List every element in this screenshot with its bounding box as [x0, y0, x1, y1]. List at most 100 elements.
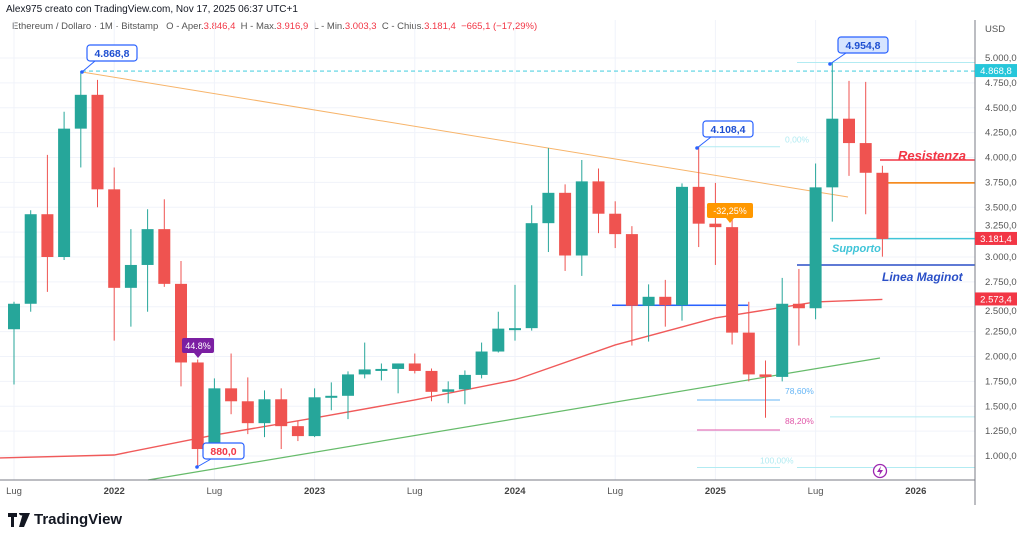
high-2025-callout: 4.954,8	[845, 40, 880, 52]
x-tick-label: 2026	[905, 486, 926, 497]
y-tick-label: 3.250,0	[985, 220, 1017, 231]
candle-body	[642, 296, 655, 306]
high-2025-callout-box	[837, 36, 889, 54]
x-tick-label: 2025	[705, 486, 727, 497]
close-label: C - Chius.	[381, 21, 425, 32]
candle-body	[826, 118, 839, 188]
drop-2022-label-box	[182, 338, 214, 353]
low-2022-callout-box	[202, 442, 245, 460]
candle-body	[425, 370, 438, 392]
high-2024-callout-anchor	[695, 146, 699, 150]
candle-body	[676, 186, 688, 306]
y-tick-label: 2.000,0	[985, 352, 1017, 363]
candle-body	[258, 399, 271, 424]
high-2025-callout-pointer	[829, 52, 847, 65]
candle-body	[442, 389, 455, 392]
candle-body	[91, 94, 104, 190]
candle-body	[559, 192, 572, 256]
y-tick-label: 5.000,0	[985, 53, 1017, 64]
candle-body	[625, 234, 638, 306]
open-value: 3.846,4	[203, 21, 236, 32]
low-2022-callout: 880,0	[210, 446, 236, 458]
x-tick-label: Lug	[206, 486, 222, 497]
low-2022-callout-pointer	[196, 458, 212, 468]
high-2025-callout-anchor	[828, 62, 832, 66]
change-value: −665,1 (−17,29%)	[461, 21, 538, 32]
high-2021-callout: 4.868,8	[94, 48, 129, 60]
x-tick-label: Lug	[407, 486, 423, 497]
logo-text: TradingView	[34, 511, 123, 528]
maginot-label: Linea Maginot	[882, 270, 964, 284]
drop-2025-label-pointer	[726, 218, 734, 223]
y-tick-label: 3.750,0	[985, 177, 1017, 188]
candle-body	[392, 363, 405, 369]
y-tick-label: 1.000,0	[985, 451, 1017, 462]
candle-body	[225, 388, 238, 402]
candle-body	[358, 369, 371, 375]
candle-body	[375, 368, 388, 371]
symbol-name[interactable]: Ethereum / Dollaro · 1M · Bitstamp	[12, 21, 159, 32]
y-tick-label: 4.250,0	[985, 128, 1017, 139]
low-value: 3.003,3	[344, 21, 377, 32]
low-label: L - Min.	[313, 21, 345, 32]
y-tick-label: 4.000,0	[985, 153, 1017, 164]
y-tick-label: 1.500,0	[985, 401, 1017, 412]
drop-2025-label: -32,25%	[713, 206, 747, 216]
candle-body	[158, 229, 171, 284]
fib-level-label: 0,00%	[785, 135, 810, 145]
ohlc-legend: Ethereum / Dollaro · 1M · Bitstamp O - A…	[12, 21, 537, 32]
candle-body	[208, 388, 221, 450]
x-tick-label: 2022	[104, 486, 125, 497]
candle-body	[41, 214, 54, 257]
x-tick-label: 2023	[304, 486, 325, 497]
price-label: 4.868,8	[980, 66, 1012, 77]
low-2022-callout-anchor	[195, 465, 199, 469]
candle-body	[659, 296, 672, 306]
high-2024-callout: 4.108,4	[710, 124, 745, 136]
candle-body	[141, 229, 154, 265]
candle-body	[742, 332, 755, 375]
fib-level-label: 78,60%	[785, 386, 814, 396]
support-label: Supporto	[832, 243, 881, 255]
candle-body	[525, 223, 538, 329]
y-tick-label: 2.750,0	[985, 277, 1017, 288]
candle-body	[575, 181, 588, 256]
x-tick-label: Lug	[808, 486, 824, 497]
currency-label: USD	[985, 24, 1005, 35]
drop-2025-label-box	[707, 203, 753, 218]
candle-body	[408, 363, 421, 371]
candle-body	[726, 227, 739, 333]
x-tick-label: Lug	[607, 486, 623, 497]
y-tick-label: 4.750,0	[985, 78, 1017, 89]
candle-body	[509, 328, 521, 331]
high-label: H - Max.	[240, 21, 277, 32]
high-2024-callout-box	[702, 120, 754, 138]
high-2021-callout-anchor	[80, 70, 84, 74]
high-2021-callout-box	[86, 44, 138, 62]
tradingview-logo-icon	[8, 512, 30, 527]
y-tick-label: 3.000,0	[985, 252, 1017, 263]
candle-body	[191, 362, 204, 450]
candle-body	[24, 214, 37, 304]
open-label: O - Aper.	[166, 21, 204, 32]
tradingview-logo: TradingView	[8, 511, 122, 528]
candle-body	[792, 303, 805, 309]
drop-2022-label-pointer	[194, 353, 202, 358]
candle-body	[542, 192, 555, 224]
fib-level-label: 88,20%	[785, 416, 814, 426]
candle-body	[342, 374, 354, 396]
candle-body	[809, 187, 822, 309]
price-label-box	[975, 231, 1017, 245]
fib-level-label: 100,00%	[760, 455, 794, 465]
candle-body	[74, 94, 87, 129]
candle-body	[308, 397, 321, 437]
y-tick-label: 2.250,0	[985, 327, 1017, 338]
candle-body	[592, 181, 605, 214]
y-tick-label: 4.500,0	[985, 103, 1017, 114]
y-tick-label: 3.500,0	[985, 202, 1017, 213]
candle-body	[241, 401, 254, 424]
candle-body	[776, 303, 789, 377]
price-label-box	[975, 292, 1017, 306]
candle-body	[124, 264, 137, 288]
